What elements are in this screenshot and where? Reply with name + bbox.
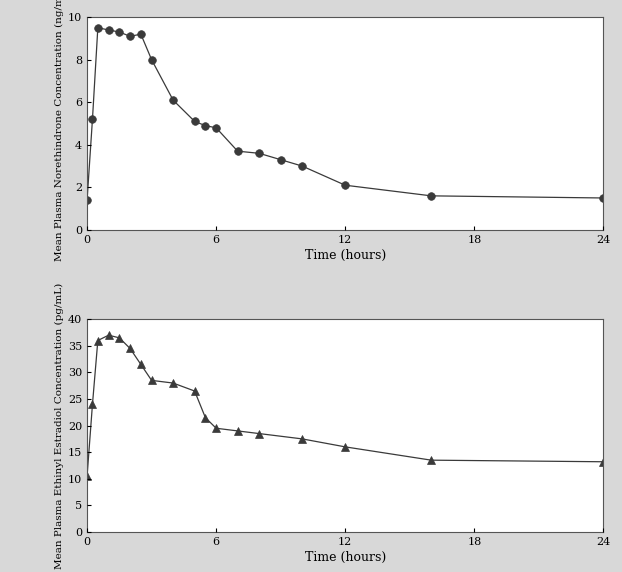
X-axis label: Time (hours): Time (hours)	[305, 551, 386, 564]
Y-axis label: Mean Plasma Ethinyl Estradiol Concentration (pg/mL): Mean Plasma Ethinyl Estradiol Concentrat…	[55, 283, 64, 569]
X-axis label: Time (hours): Time (hours)	[305, 249, 386, 262]
Y-axis label: Mean Plasma Norethindrone Concentration (ng/mL): Mean Plasma Norethindrone Concentration …	[55, 0, 64, 261]
